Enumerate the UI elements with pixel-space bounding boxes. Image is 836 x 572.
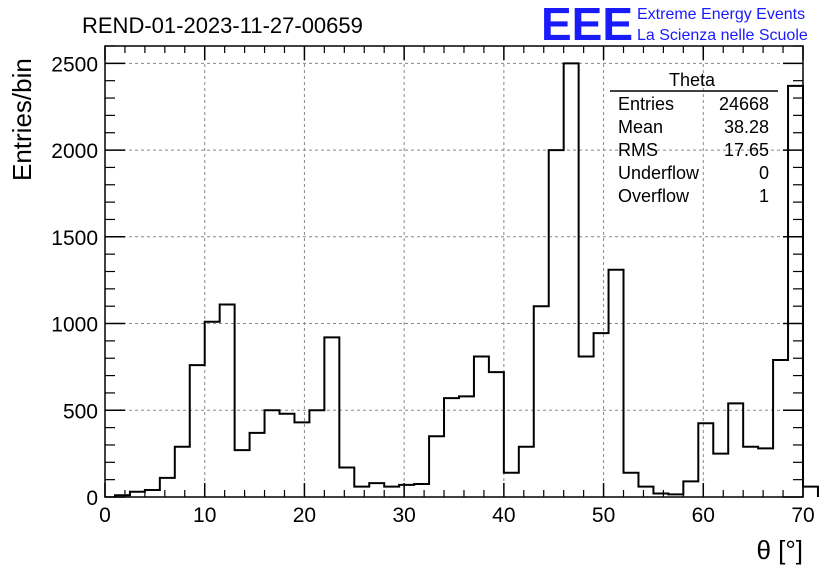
stats-row-value: 24668 <box>719 94 769 114</box>
x-tick-label: 20 <box>293 504 316 527</box>
stats-row-value: 0 <box>759 163 769 183</box>
x-axis-title: θ [°] <box>756 535 803 565</box>
stats-box: Theta Entries 24668 Mean 38.28 RMS 17.65 Under… <box>610 70 778 206</box>
stats-rows: Entries 24668 Mean 38.28 RMS 17.65 Underflow 0 O… <box>618 94 769 206</box>
stats-row-value: 17.65 <box>724 140 769 160</box>
stats-row-label: Underflow <box>618 163 700 183</box>
x-tick-label: 0 <box>99 504 111 527</box>
y-tick-label: 500 <box>63 400 98 423</box>
y-tick-label: 0 <box>86 487 98 510</box>
stats-row-label: Overflow <box>618 186 690 206</box>
x-tick-label: 40 <box>492 504 515 527</box>
eee-logo-line1: Extreme Energy Events <box>637 6 805 23</box>
y-tick-label: 2500 <box>51 53 98 76</box>
stats-row-value: 1 <box>759 186 769 206</box>
x-tick-label: 30 <box>392 504 415 527</box>
histogram-outline <box>113 62 819 497</box>
y-tick-labels: 0 500 1000 1500 2000 2500 <box>51 53 98 510</box>
stats-row-label: RMS <box>618 140 658 160</box>
x-tick-label: 60 <box>692 504 715 527</box>
stats-title: Theta <box>669 70 716 90</box>
axis-ticks <box>104 45 804 498</box>
stats-row-value: 38.28 <box>724 117 769 137</box>
y-tick-label: 1500 <box>51 227 98 250</box>
x-tick-label: 70 <box>791 504 814 527</box>
y-axis-title: Entries/bin <box>7 58 37 181</box>
run-title: REND-01-2023-11-27-00659 <box>82 13 363 38</box>
stats-row-label: Entries <box>618 94 674 114</box>
y-tick-label: 2000 <box>51 140 98 163</box>
y-tick-label: 1000 <box>51 314 98 337</box>
x-tick-label: 10 <box>193 504 216 527</box>
grid-lines <box>105 46 803 497</box>
x-tick-labels: 0 10 20 30 40 50 60 70 <box>99 504 815 527</box>
eee-logo-mark: EEE <box>541 0 633 50</box>
eee-logo: EEE Extreme Energy Events La Scienza nel… <box>541 0 808 50</box>
x-tick-label: 50 <box>592 504 615 527</box>
stats-row-label: Mean <box>618 117 663 137</box>
eee-logo-line2: La Scienza nelle Scuole <box>637 27 808 44</box>
